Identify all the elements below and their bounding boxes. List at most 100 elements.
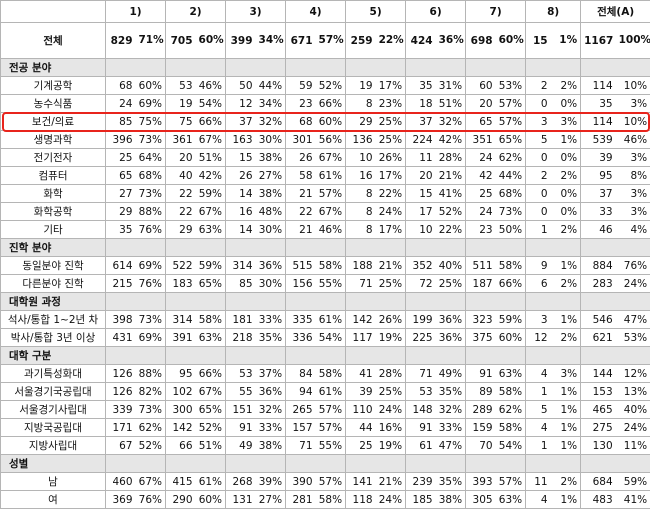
percent-cell: 32% bbox=[255, 400, 287, 419]
percent-cell: 60% bbox=[195, 490, 227, 509]
data-row: 지방사립대 67 52% 66 51% 49 38% 71 55% 25 19% 61 47% 70 54%… bbox=[0, 436, 650, 455]
count-cell: 148 bbox=[405, 400, 436, 419]
section-fill bbox=[165, 238, 196, 257]
count-cell: 49 bbox=[225, 436, 256, 455]
count-cell: 259 bbox=[345, 22, 376, 59]
percent-cell: 60% bbox=[195, 22, 227, 59]
count-cell: 215 bbox=[105, 274, 136, 293]
section-fill bbox=[195, 346, 227, 365]
percent-cell: 82% bbox=[135, 382, 167, 401]
percent-cell: 17% bbox=[375, 220, 407, 239]
row-label: 다른분야 진학 bbox=[0, 274, 106, 293]
count-cell: 369 bbox=[105, 490, 136, 509]
total-row: 전체 829 71% 705 60% 399 34% 671 57% 259 22% 424 36% 69… bbox=[0, 22, 650, 59]
count-cell: 84 bbox=[285, 364, 316, 383]
percent-cell: 66% bbox=[495, 274, 527, 293]
row-label: 컴퓨터 bbox=[0, 166, 106, 185]
data-row: 농수식품 24 69% 19 54% 12 34% 23 66% 8 23% 18 51% 20 57% 0 0… bbox=[0, 94, 650, 113]
percent-cell: 58% bbox=[315, 490, 347, 509]
percent-cell: 25% bbox=[375, 382, 407, 401]
section-fill bbox=[195, 238, 227, 257]
count-cell: 15 bbox=[405, 184, 436, 203]
count-cell: 110 bbox=[345, 400, 376, 419]
percent-cell: 58% bbox=[315, 256, 347, 275]
percent-cell: 24% bbox=[375, 202, 407, 221]
percent-cell: 56% bbox=[315, 130, 347, 149]
section-fill bbox=[165, 454, 196, 473]
count-cell: 829 bbox=[105, 22, 136, 59]
count-cell: 460 bbox=[105, 472, 136, 491]
count-cell: 5 bbox=[525, 130, 551, 149]
percent-cell: 1% bbox=[550, 382, 582, 401]
row-label: 여 bbox=[0, 490, 106, 509]
count-cell: 59 bbox=[285, 76, 316, 95]
count-cell: 53 bbox=[165, 76, 196, 95]
count-cell: 3 bbox=[525, 310, 551, 329]
count-cell: 117 bbox=[345, 328, 376, 347]
percent-cell: 58% bbox=[315, 364, 347, 383]
percent-cell: 19% bbox=[375, 328, 407, 347]
percent-cell: 49% bbox=[435, 364, 467, 383]
percent-cell: 57% bbox=[315, 472, 347, 491]
percent-cell: 3% bbox=[615, 94, 650, 113]
percent-cell: 52% bbox=[435, 202, 467, 221]
section-fill bbox=[375, 454, 407, 473]
percent-cell: 63% bbox=[195, 220, 227, 239]
count-cell: 53 bbox=[405, 382, 436, 401]
percent-cell: 73% bbox=[135, 130, 167, 149]
count-cell: 95 bbox=[580, 166, 616, 185]
data-row: 화학 27 73% 22 59% 14 38% 21 57% 8 22% 15 41% 25 68% 0 0% 3… bbox=[0, 184, 650, 203]
count-cell: 25 bbox=[345, 436, 376, 455]
percent-cell: 67% bbox=[135, 472, 167, 491]
section-fill bbox=[105, 238, 136, 257]
section-fill bbox=[405, 238, 436, 257]
count-cell: 181 bbox=[225, 310, 256, 329]
section-fill bbox=[195, 292, 227, 311]
section-fill bbox=[465, 454, 496, 473]
section-fill bbox=[345, 58, 376, 77]
count-cell: 35 bbox=[105, 220, 136, 239]
percent-cell: 67% bbox=[195, 202, 227, 221]
percent-cell: 34% bbox=[255, 22, 287, 59]
data-row: 서울경기국공립대 126 82% 102 67% 55 36% 94 61% 39 25% 53 35%… bbox=[0, 382, 650, 401]
count-cell: 91 bbox=[405, 418, 436, 437]
percent-cell: 55% bbox=[315, 436, 347, 455]
column-header: 5) bbox=[345, 0, 407, 23]
section-fill bbox=[225, 292, 256, 311]
section-fill bbox=[105, 58, 136, 77]
count-cell: 323 bbox=[465, 310, 496, 329]
percent-cell: 52% bbox=[195, 418, 227, 437]
data-row: 기계공학 68 60% 53 46% 50 44% 59 52% 19 17% 35 31% 60 53% 2… bbox=[0, 76, 650, 95]
count-cell: 218 bbox=[225, 328, 256, 347]
section-fill bbox=[135, 238, 167, 257]
count-cell: 94 bbox=[285, 382, 316, 401]
percent-cell: 2% bbox=[550, 220, 582, 239]
count-cell: 171 bbox=[105, 418, 136, 437]
percent-cell: 48% bbox=[255, 202, 287, 221]
count-cell: 163 bbox=[225, 130, 256, 149]
percent-cell: 27% bbox=[255, 166, 287, 185]
count-cell: 22 bbox=[165, 202, 196, 221]
count-cell: 21 bbox=[285, 184, 316, 203]
row-label: 보건/의료 bbox=[0, 112, 106, 131]
section-fill bbox=[135, 292, 167, 311]
count-cell: 20 bbox=[465, 94, 496, 113]
percent-cell: 28% bbox=[435, 148, 467, 167]
percent-cell: 67% bbox=[195, 130, 227, 149]
percent-cell: 38% bbox=[255, 436, 287, 455]
percent-cell: 73% bbox=[135, 310, 167, 329]
column-header: 2) bbox=[165, 0, 227, 23]
count-cell: 159 bbox=[465, 418, 496, 437]
count-cell: 50 bbox=[225, 76, 256, 95]
count-cell: 70 bbox=[465, 436, 496, 455]
percent-cell: 30% bbox=[255, 274, 287, 293]
count-cell: 8 bbox=[345, 220, 376, 239]
row-label: 서울경기국공립대 bbox=[0, 382, 106, 401]
count-cell: 8 bbox=[345, 184, 376, 203]
count-cell: 19 bbox=[165, 94, 196, 113]
count-cell: 283 bbox=[580, 274, 616, 293]
count-cell: 26 bbox=[285, 148, 316, 167]
data-row: 박사/통합 3년 이상 431 69% 391 63% 218 35% 336 54% 117 19… bbox=[0, 328, 650, 347]
count-cell: 199 bbox=[405, 310, 436, 329]
